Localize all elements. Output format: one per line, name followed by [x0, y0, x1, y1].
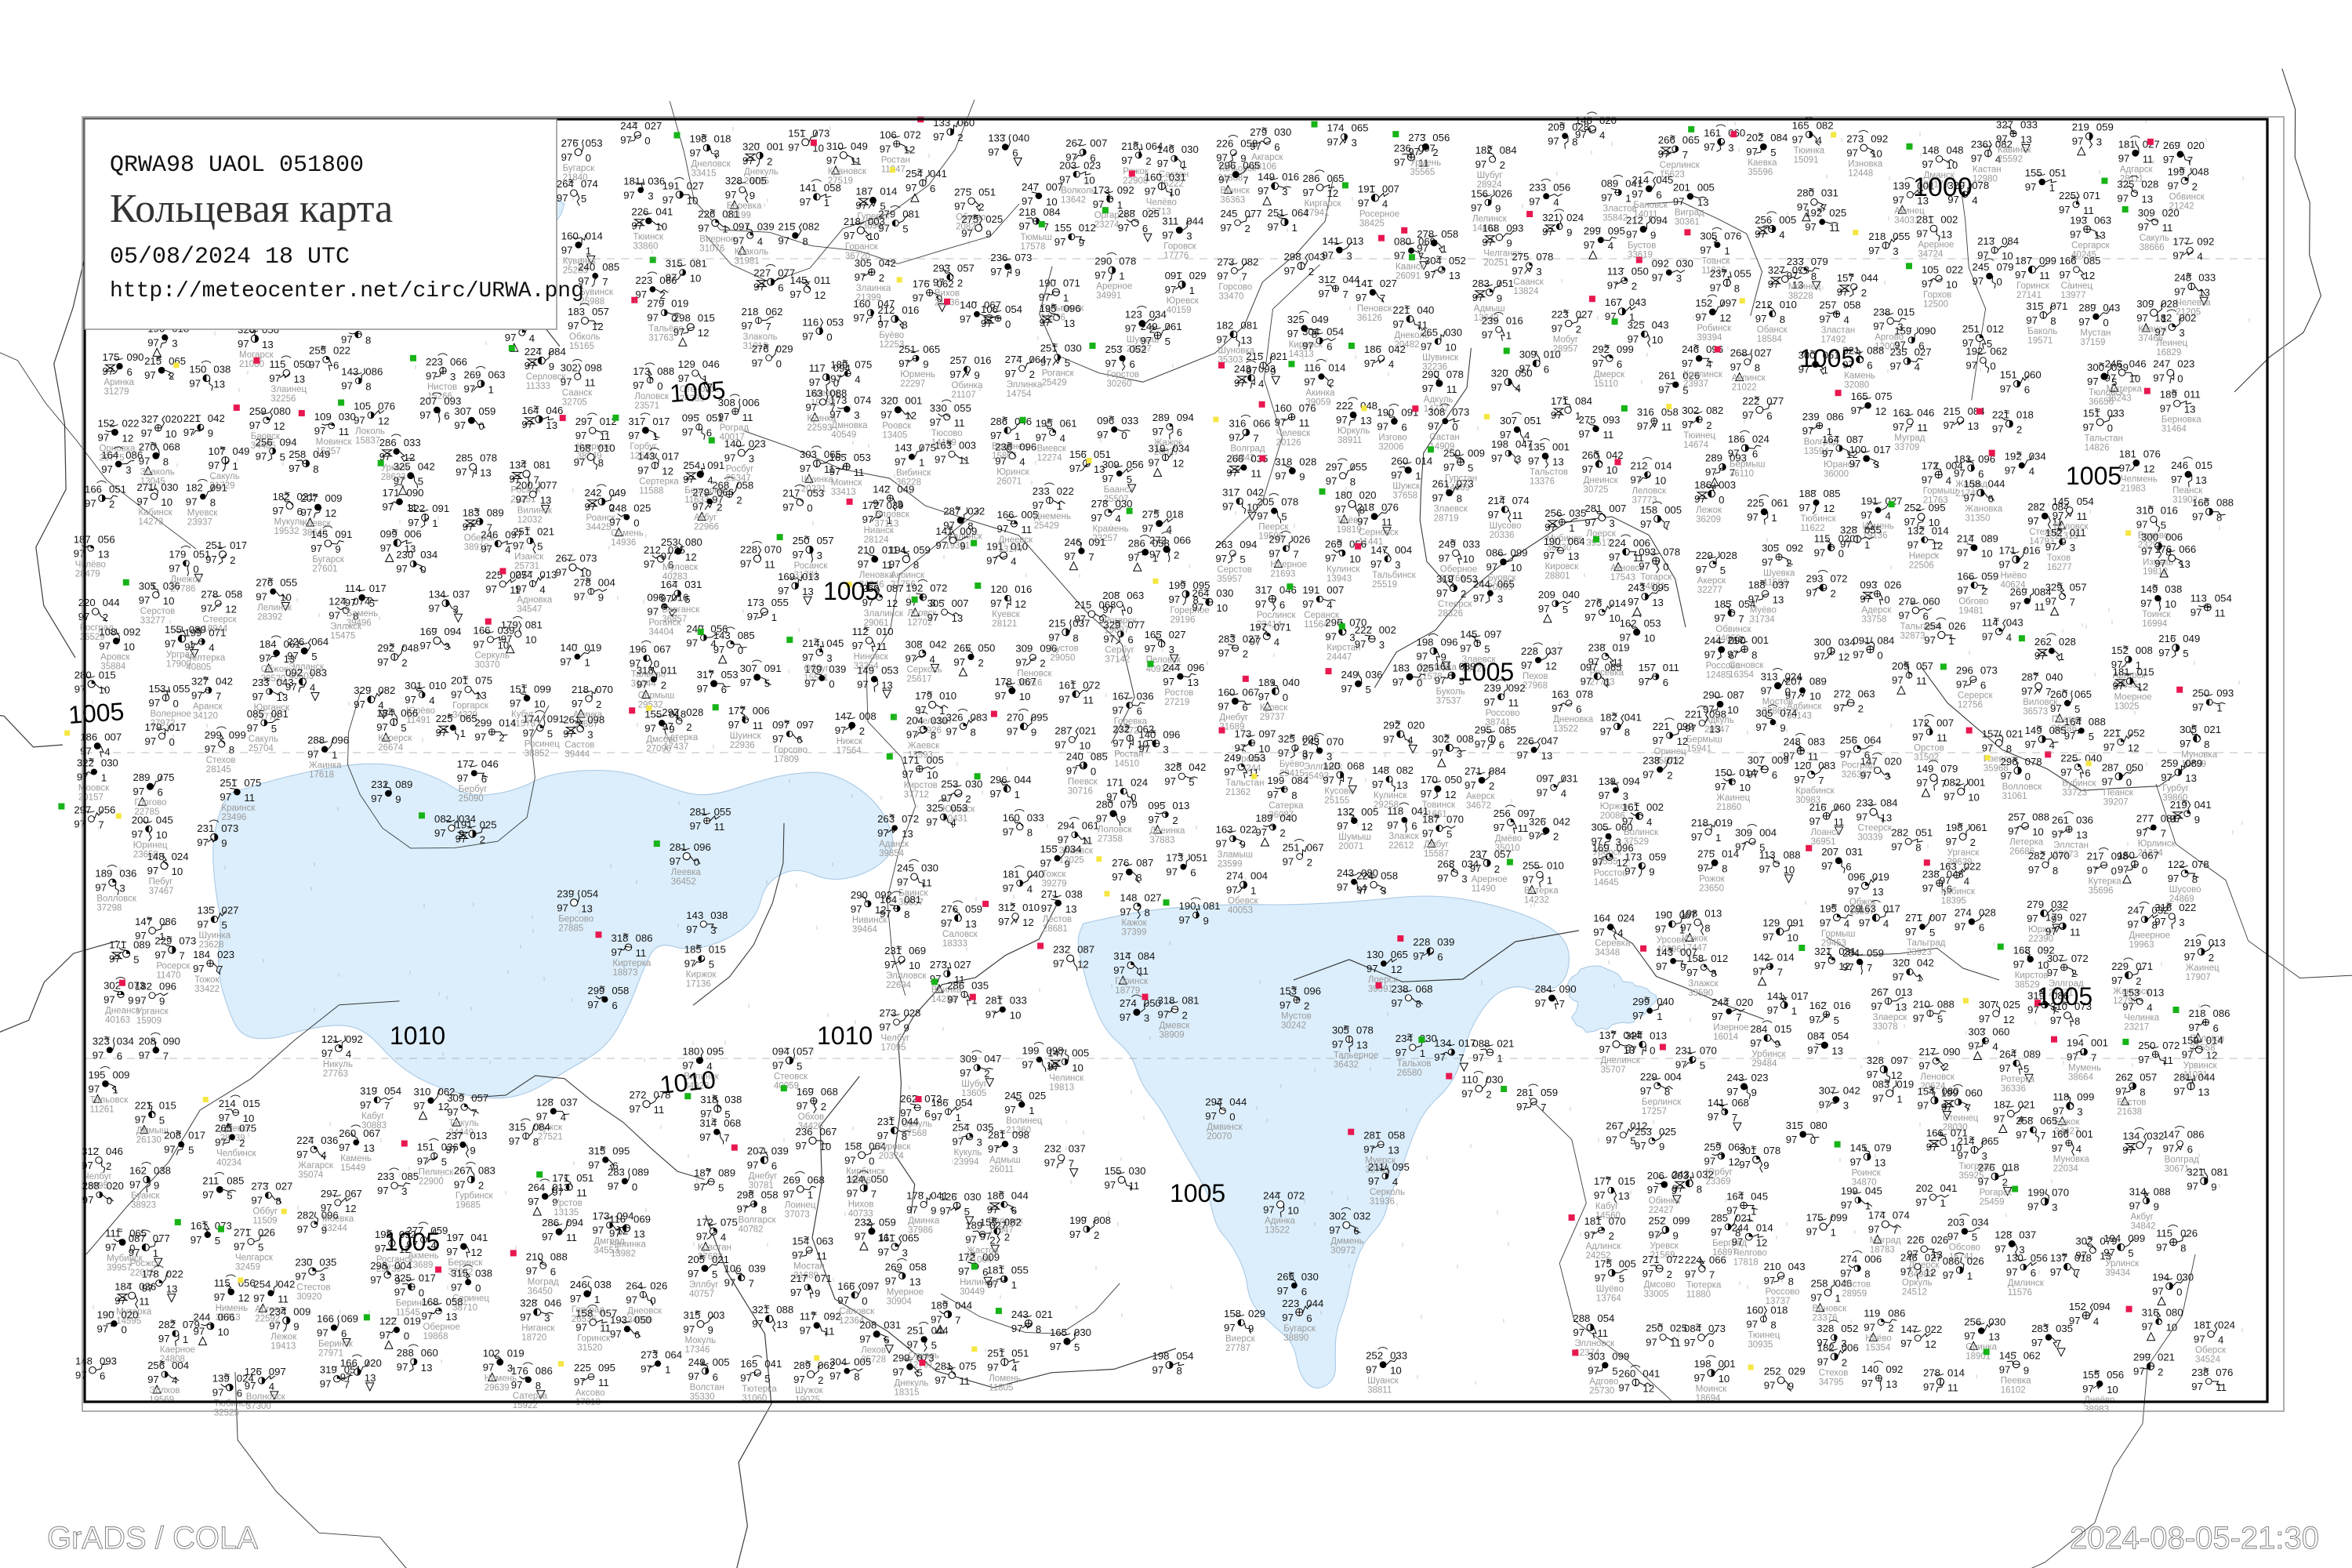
- svg-text:1005: 1005: [2066, 462, 2122, 490]
- svg-text:1010: 1010: [817, 1022, 873, 1050]
- svg-text:QRWA98 UAOL 051800: QRWA98 UAOL 051800: [110, 152, 364, 179]
- svg-text:1005: 1005: [823, 577, 879, 605]
- svg-text:Шужск37658: Шужск 37658: [1392, 482, 1421, 501]
- svg-text:1000: 1000: [1913, 172, 1973, 202]
- svg-text:Акерск34672: Акерск 34672: [1466, 792, 1495, 811]
- svg-text:1010: 1010: [390, 1022, 445, 1050]
- svg-text:Буколь37537: Буколь 37537: [1436, 688, 1465, 706]
- svg-text:Челбуг17095: Челбуг 17095: [881, 1034, 910, 1053]
- svg-text:1005: 1005: [67, 697, 125, 729]
- svg-text:Изстов28959: Изстов 28959: [1842, 1280, 1871, 1299]
- svg-text:Лестов28681: Лестов 28681: [1043, 915, 1072, 934]
- svg-text:1005: 1005: [1799, 344, 1855, 372]
- svg-text:2024-08-05-21:30: 2024-08-05-21:30: [2070, 1521, 2319, 1555]
- svg-text:Кольцевая карта: Кольцевая карта: [110, 187, 393, 231]
- svg-text:05/08/2024 18 UTC: 05/08/2024 18 UTC: [110, 244, 350, 270]
- svg-text:1010: 1010: [659, 1065, 717, 1099]
- svg-text:Акбуг22966: Акбуг 22966: [694, 514, 719, 532]
- svg-text:Эллбуг40757: Эллбуг 40757: [689, 1280, 719, 1299]
- svg-text:Куовск29737: Куовск 29737: [1260, 703, 1288, 722]
- svg-text:Шуёво13764: Шуёво 13764: [1596, 1285, 1624, 1304]
- svg-text:Адгово25730: Адгово 25730: [1589, 1377, 1618, 1396]
- svg-text:Шубуг13605: Шубуг 13605: [961, 1080, 987, 1098]
- svg-text:Куевск28121: Куевск 28121: [992, 610, 1020, 629]
- svg-text:Тоинск16994: Тоинск 16994: [2142, 610, 2171, 629]
- svg-text:Лежок19413: Лежок 19413: [270, 1332, 297, 1351]
- svg-text:Кукуль23994: Кукуль 23994: [954, 1149, 982, 1167]
- svg-text:1005: 1005: [2037, 982, 2092, 1011]
- svg-text:Ростов27219: Ростов 27219: [1164, 688, 1193, 707]
- svg-text:1005: 1005: [669, 376, 727, 408]
- svg-text:1005: 1005: [384, 1228, 440, 1256]
- svg-text:1005: 1005: [1170, 1179, 1225, 1207]
- svg-text:http://meteocenter.net/circ/UR: http://meteocenter.net/circ/URWA.png: [110, 279, 584, 303]
- svg-text:1005: 1005: [1458, 658, 1514, 686]
- svg-text:GrADS / COLA: GrADS / COLA: [47, 1521, 258, 1555]
